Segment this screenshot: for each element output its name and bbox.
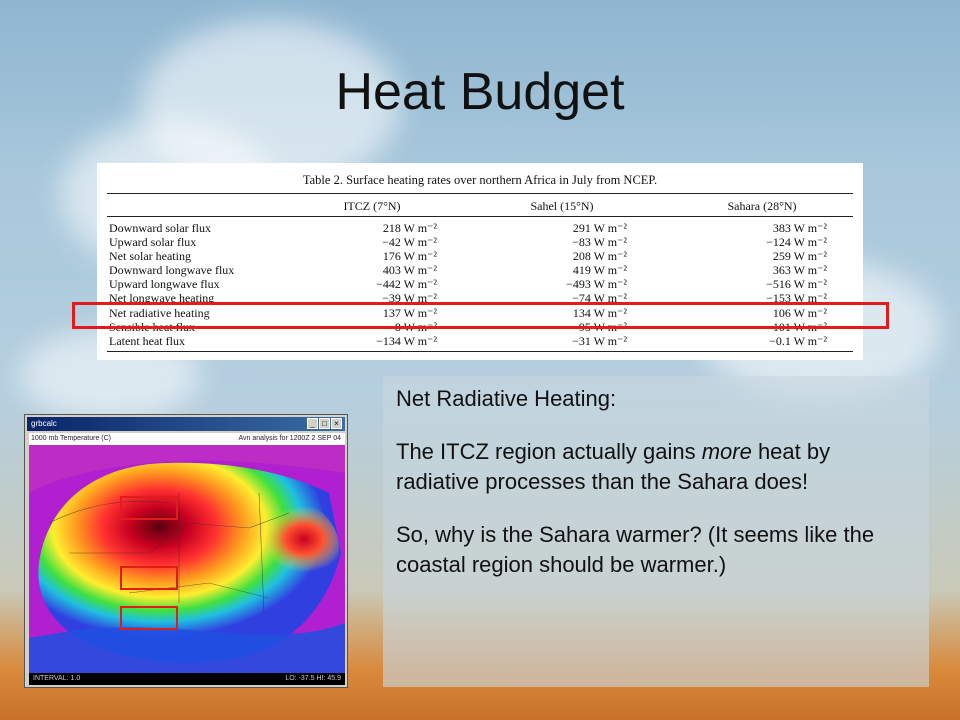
cell-sahel: −83 W m⁻² <box>572 235 627 249</box>
cell-sahara: 259 W m⁻² <box>772 249 827 263</box>
panel-paragraph-question: So, why is the Sahara warmer? (It seems … <box>396 522 875 577</box>
col-header-sahel: Sahel (15°N) <box>530 199 594 213</box>
cell-itcz: −134 W m⁻² <box>376 334 437 348</box>
table-row: Downward solar flux 218 W m⁻² 291 W m⁻² … <box>97 221 863 235</box>
emphasis-text: more <box>701 439 752 464</box>
panel-heading: Net Radiative Heating: <box>396 386 617 411</box>
row-label: Upward longwave flux <box>109 277 220 291</box>
temperature-map-window: grbcalc _ □ × <box>24 414 348 688</box>
map-range-label: LO: -37.5 HI: 45.9 <box>285 675 341 682</box>
row-label: Net radiative heating <box>109 306 210 320</box>
row-label: Net longwave heating <box>109 291 215 305</box>
row-label: Net solar heating <box>109 249 191 263</box>
cell-sahel: −74 W m⁻² <box>572 291 627 305</box>
cell-sahel: −493 W m⁻² <box>566 277 627 291</box>
cell-itcz: −442 W m⁻² <box>376 277 437 291</box>
map-variable-label: 1000 mb Temperature (C) <box>31 435 112 442</box>
slide-title: Heat Budget <box>335 63 625 121</box>
table-row: Latent heat flux −134 W m⁻² −31 W m⁻² −0… <box>97 334 863 348</box>
text-span: The ITCZ region actually gains <box>396 439 702 464</box>
explanation-panel: Net Radiative Heating: The ITCZ region a… <box>383 376 929 687</box>
table-row: Net longwave heating −39 W m⁻² −74 W m⁻²… <box>97 291 863 305</box>
table-row: Upward solar flux −42 W m⁻² −83 W m⁻² −1… <box>97 235 863 249</box>
window-title: grbcalc <box>31 419 57 428</box>
cell-sahel: 291 W m⁻² <box>572 221 627 235</box>
table-rule <box>107 216 853 217</box>
map-analysis-label: Avn analysis for 1200Z 2 SEP 04 <box>238 435 341 442</box>
table-row: Downward longwave flux 403 W m⁻² 419 W m… <box>97 263 863 277</box>
cell-itcz: 218 W m⁻² <box>382 221 437 235</box>
cell-sahara: −153 W m⁻² <box>766 291 827 305</box>
map-interval-label: INTERVAL: 1.0 <box>33 675 81 682</box>
row-label: Downward longwave flux <box>109 263 235 277</box>
text-span: heat by radiative processes than the Sah… <box>396 439 831 494</box>
col-header-itcz: ITCZ (7°N) <box>343 199 401 213</box>
cell-sahara: −0.1 W m⁻² <box>769 334 827 348</box>
cell-itcz: 137 W m⁻² <box>382 306 437 320</box>
cell-sahel: 419 W m⁻² <box>572 263 627 277</box>
row-label: Latent heat flux <box>109 334 185 348</box>
window-titlebar[interactable]: grbcalc <box>27 417 345 431</box>
table-row-highlighted: Net radiative heating 137 W m⁻² 134 W m⁻… <box>97 306 863 320</box>
cell-itcz: −42 W m⁻² <box>382 235 437 249</box>
cell-sahel: 134 W m⁻² <box>572 306 627 320</box>
table-rule <box>107 351 853 352</box>
temperature-map: 1000 mb Temperature (C) Avn analysis for… <box>29 433 345 685</box>
map-sahel-box <box>120 566 178 590</box>
row-label: Upward solar flux <box>109 235 197 249</box>
cell-sahara: 106 W m⁻² <box>772 306 827 320</box>
table-row: Upward longwave flux −442 W m⁻² −493 W m… <box>97 277 863 291</box>
cell-sahara: 363 W m⁻² <box>772 263 827 277</box>
row-label: Downward solar flux <box>109 221 211 235</box>
map-header: 1000 mb Temperature (C) Avn analysis for… <box>31 435 343 445</box>
map-sahara-box <box>120 496 178 520</box>
map-itcz-box <box>120 606 178 630</box>
cell-sahara: −516 W m⁻² <box>766 277 827 291</box>
table-header-row: ITCZ (7°N) Sahel (15°N) Sahara (28°N) <box>97 199 863 213</box>
heating-rates-table: Table 2. Surface heating rates over nort… <box>97 163 863 360</box>
panel-paragraph-itcz: The ITCZ region actually gains more heat… <box>396 437 917 497</box>
table-rule <box>107 193 853 194</box>
cell-sahara: −124 W m⁻² <box>766 235 827 249</box>
map-footer: INTERVAL: 1.0 LO: -37.5 HI: 45.9 <box>29 673 345 685</box>
minimize-button[interactable]: _ <box>307 418 318 429</box>
cell-sahel: −31 W m⁻² <box>572 334 627 348</box>
cell-itcz: 176 W m⁻² <box>382 249 437 263</box>
temperature-map-graphic <box>29 445 345 673</box>
maximize-button[interactable]: □ <box>319 418 330 429</box>
table-row: Net solar heating 176 W m⁻² 208 W m⁻² 25… <box>97 249 863 263</box>
net-radiative-highlight-box <box>72 302 889 329</box>
close-button[interactable]: × <box>331 418 342 429</box>
cell-itcz: −39 W m⁻² <box>382 291 437 305</box>
cell-itcz: 403 W m⁻² <box>382 263 437 277</box>
cell-sahel: 208 W m⁻² <box>572 249 627 263</box>
col-header-sahara: Sahara (28°N) <box>727 199 797 213</box>
cell-sahara: 383 W m⁻² <box>772 221 827 235</box>
table-caption: Table 2. Surface heating rates over nort… <box>302 173 658 187</box>
